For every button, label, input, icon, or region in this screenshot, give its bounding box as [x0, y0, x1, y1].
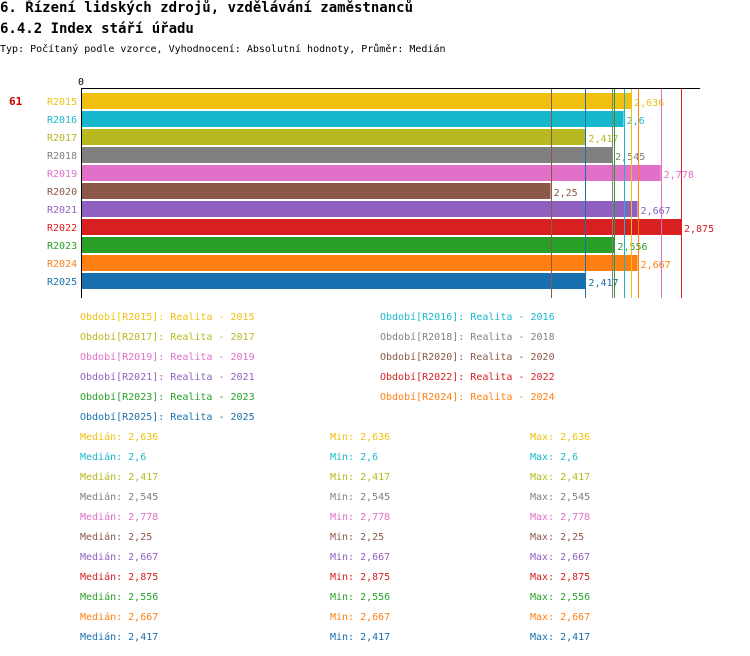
category-label: R2017	[47, 133, 77, 144]
stat-median: Medián: 2,556	[80, 592, 159, 603]
bar-R2020	[81, 183, 551, 199]
category-label: R2024	[47, 259, 77, 270]
stat-max: Max: 2,667	[530, 612, 591, 623]
value-label: 2,875	[684, 224, 714, 235]
value-label: 2,667	[641, 260, 671, 271]
category-label: R2016	[47, 115, 77, 126]
stat-median: Medián: 2,417	[80, 472, 159, 483]
legend-item: Období[R2024]: Realita - 2024	[380, 392, 555, 403]
stat-median: Medián: 2,778	[80, 512, 159, 523]
bar-R2023	[81, 237, 615, 253]
stat-min: Min: 2,636	[330, 432, 391, 443]
page-title: 6. Řízení lidských zdrojů, vzdělávání za…	[0, 0, 414, 16]
stat-min: Min: 2,417	[330, 632, 391, 643]
stat-median: Medián: 2,667	[80, 552, 159, 563]
category-label: R2019	[47, 169, 77, 180]
bar-R2022	[81, 219, 682, 235]
category-label: R2022	[47, 223, 77, 234]
stat-median: Medián: 2,25	[80, 532, 153, 543]
bar-R2017	[81, 129, 586, 145]
stat-median: Medián: 2,875	[80, 572, 159, 583]
stat-median: Medián: 2,667	[80, 612, 159, 623]
bar-R2015	[81, 93, 632, 109]
stat-max: Max: 2,417	[530, 632, 591, 643]
legend-item: Období[R2018]: Realita - 2018	[380, 332, 555, 343]
category-label: R2018	[47, 151, 77, 162]
category-label: R2021	[47, 205, 77, 216]
value-label: 2,545	[615, 152, 645, 163]
value-label: 2,667	[641, 206, 671, 217]
legend-item: Období[R2019]: Realita - 2019	[80, 352, 255, 363]
stat-max: Max: 2,6	[530, 452, 579, 463]
stat-min: Min: 2,556	[330, 592, 391, 603]
value-label: 2,417	[588, 278, 618, 289]
legend-item: Období[R2021]: Realita - 2021	[80, 372, 255, 383]
value-label: 2,556	[617, 242, 647, 253]
stat-min: Min: 2,875	[330, 572, 391, 583]
bar-chart: 0 61 R2015 2,636 R2016 2,6 R2017 2,417 R2018 2,54…	[9, 77, 714, 298]
legend-item: Období[R2017]: Realita - 2017	[80, 332, 255, 343]
legend-item: Období[R2022]: Realita - 2022	[380, 372, 555, 383]
stat-max: Max: 2,875	[530, 572, 591, 583]
stat-median: Medián: 2,417	[80, 632, 159, 643]
axis-zero-label: 0	[78, 77, 84, 88]
stat-max: Max: 2,667	[530, 552, 591, 563]
stat-median: Medián: 2,545	[80, 492, 159, 503]
value-label: 2,636	[634, 98, 664, 109]
value-label: 2,25	[554, 188, 578, 199]
stat-min: Min: 2,25	[330, 532, 385, 543]
stat-min: Min: 2,667	[330, 552, 391, 563]
legend-item: Období[R2025]: Realita - 2025	[80, 412, 255, 423]
bar-R2016	[81, 111, 624, 127]
category-label: R2020	[47, 187, 77, 198]
page-subtitle: 6.4.2 Index stáří úřadu	[0, 21, 194, 37]
value-label: 2,6	[627, 116, 645, 127]
stat-min: Min: 2,667	[330, 612, 391, 623]
value-label: 2,417	[588, 134, 618, 145]
stat-median: Medián: 2,636	[80, 432, 159, 443]
stat-min: Min: 2,545	[330, 492, 391, 503]
indicator-number: 61	[9, 95, 23, 108]
stat-median: Medián: 2,6	[80, 452, 147, 463]
category-label: R2023	[47, 241, 77, 252]
stat-max: Max: 2,556	[530, 592, 591, 603]
stat-min: Min: 2,6	[330, 452, 379, 463]
stat-min: Min: 2,417	[330, 472, 391, 483]
bar-R2025	[81, 273, 586, 289]
bar-R2019	[81, 165, 661, 181]
bar-R2021	[81, 201, 638, 217]
stat-max: Max: 2,25	[530, 532, 585, 543]
value-label: 2,778	[664, 170, 694, 181]
stat-max: Max: 2,778	[530, 512, 591, 523]
bar-R2024	[81, 255, 638, 271]
category-label: R2025	[47, 277, 77, 288]
legend-item: Období[R2016]: Realita - 2016	[380, 312, 555, 323]
bar-R2018	[81, 147, 613, 163]
legend-item: Období[R2020]: Realita - 2020	[380, 352, 555, 363]
stat-max: Max: 2,417	[530, 472, 591, 483]
stat-max: Max: 2,545	[530, 492, 591, 503]
stat-min: Min: 2,778	[330, 512, 391, 523]
type-description: Typ: Počítaný podle vzorce, Vyhodnocení:…	[0, 44, 446, 55]
legend-item: Období[R2015]: Realita - 2015	[80, 312, 255, 323]
legend-item: Období[R2023]: Realita - 2023	[80, 392, 255, 403]
stat-max: Max: 2,636	[530, 432, 591, 443]
category-label: R2015	[47, 97, 77, 108]
